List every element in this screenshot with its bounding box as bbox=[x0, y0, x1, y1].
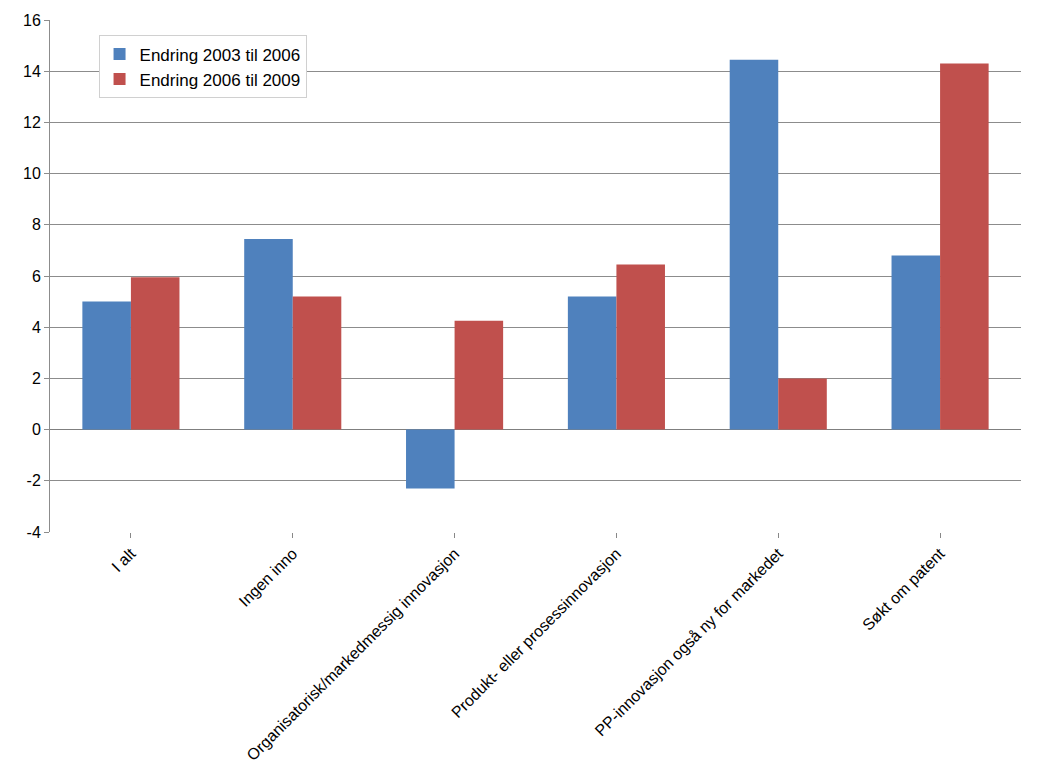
svg-text:16: 16 bbox=[23, 12, 41, 29]
svg-text:2: 2 bbox=[32, 370, 41, 387]
svg-text:PP-innovasjon også ny for mark: PP-innovasjon også ny for markedet bbox=[592, 545, 787, 740]
svg-text:-4: -4 bbox=[27, 524, 41, 541]
svg-text:6: 6 bbox=[32, 268, 41, 285]
svg-text:I alt: I alt bbox=[108, 545, 139, 576]
svg-text:14: 14 bbox=[23, 63, 41, 80]
svg-text:Søkt om patent: Søkt om patent bbox=[859, 545, 948, 634]
svg-text:-2: -2 bbox=[27, 472, 41, 489]
svg-text:Organisatorisk/markedmessig in: Organisatorisk/markedmessig innovasjon bbox=[243, 545, 462, 764]
svg-text:12: 12 bbox=[23, 114, 41, 131]
svg-text:Endring 2003 til 2006: Endring 2003 til 2006 bbox=[140, 46, 301, 65]
svg-text:4: 4 bbox=[32, 319, 41, 336]
svg-text:0: 0 bbox=[32, 421, 41, 438]
svg-text:Endring 2006 til 2009: Endring 2006 til 2009 bbox=[140, 71, 301, 90]
svg-text:Ingen inno: Ingen inno bbox=[236, 545, 301, 610]
svg-text:Produkt- eller prosessinnovasj: Produkt- eller prosessinnovasjon bbox=[448, 545, 624, 721]
svg-text:8: 8 bbox=[32, 216, 41, 233]
svg-text:10: 10 bbox=[23, 165, 41, 182]
